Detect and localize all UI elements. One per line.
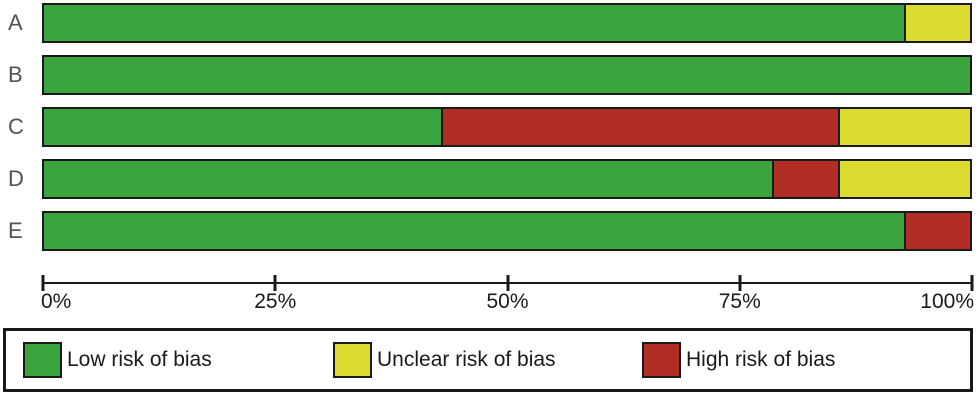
legend-swatch-high-risk-of-bias — [642, 342, 681, 378]
segment-low-risk-of-bias-a — [44, 5, 905, 41]
bar-row-e: E — [0, 211, 980, 251]
x-tick-label-100: 100% — [920, 290, 974, 313]
x-tick-label-75: 75% — [718, 290, 761, 313]
x-tick-mark-100 — [970, 275, 974, 291]
segment-unclear-risk-of-bias-a — [904, 5, 970, 41]
segment-high-risk-of-bias-d — [771, 161, 838, 197]
legend-swatch-unclear-risk-of-bias — [333, 342, 372, 378]
legend-label: High risk of bias — [686, 348, 836, 371]
bar-row-c: C — [0, 107, 980, 147]
category-label: D — [8, 166, 24, 191]
x-tick-label-25: 25% — [254, 290, 297, 313]
x-tick-mark-75 — [738, 275, 742, 291]
x-tick-mark-25 — [273, 275, 277, 291]
legend-swatch-low-risk-of-bias — [23, 342, 62, 378]
bar-track-e — [42, 211, 972, 251]
x-tick-label-0: 0% — [41, 290, 72, 313]
x-tick-mark-50 — [506, 275, 509, 291]
category-label: A — [8, 10, 23, 35]
segment-low-risk-of-bias-b — [44, 57, 970, 93]
legend: Low risk of bias Unclear risk of bias High… — [3, 328, 973, 392]
category-label: E — [8, 218, 23, 243]
category-label: B — [8, 62, 23, 87]
segment-low-risk-of-bias-d — [44, 161, 772, 197]
legend-item-low-risk-of-bias: Low risk of bias — [23, 342, 212, 378]
bar-track-b — [42, 55, 972, 95]
bar-track-d — [42, 159, 972, 199]
segment-low-risk-of-bias-e — [44, 213, 905, 249]
x-tick-mark-0 — [41, 275, 45, 291]
legend-label: Unclear risk of bias — [377, 348, 556, 371]
x-axis: 0% 25% 50% 75% 100% — [41, 275, 974, 320]
bar-track-c — [42, 107, 972, 147]
segment-high-risk-of-bias-c — [440, 109, 838, 145]
x-tick-label-50: 50% — [486, 290, 529, 313]
segment-unclear-risk-of-bias-c — [837, 109, 970, 145]
legend-label: Low risk of bias — [67, 348, 212, 371]
bar-row-a: A — [0, 3, 980, 43]
plot-area: A B C D E — [0, 3, 980, 251]
legend-item-unclear-risk-of-bias: Unclear risk of bias — [333, 342, 556, 378]
segment-low-risk-of-bias-c — [44, 109, 441, 145]
segment-unclear-risk-of-bias-d — [837, 161, 970, 197]
bar-row-d: D — [0, 159, 980, 199]
bar-track-a — [42, 3, 972, 43]
legend-item-high-risk-of-bias: High risk of bias — [642, 342, 835, 378]
bar-row-b: B — [0, 55, 980, 95]
category-label: C — [8, 114, 24, 139]
segment-high-risk-of-bias-e — [904, 213, 970, 249]
